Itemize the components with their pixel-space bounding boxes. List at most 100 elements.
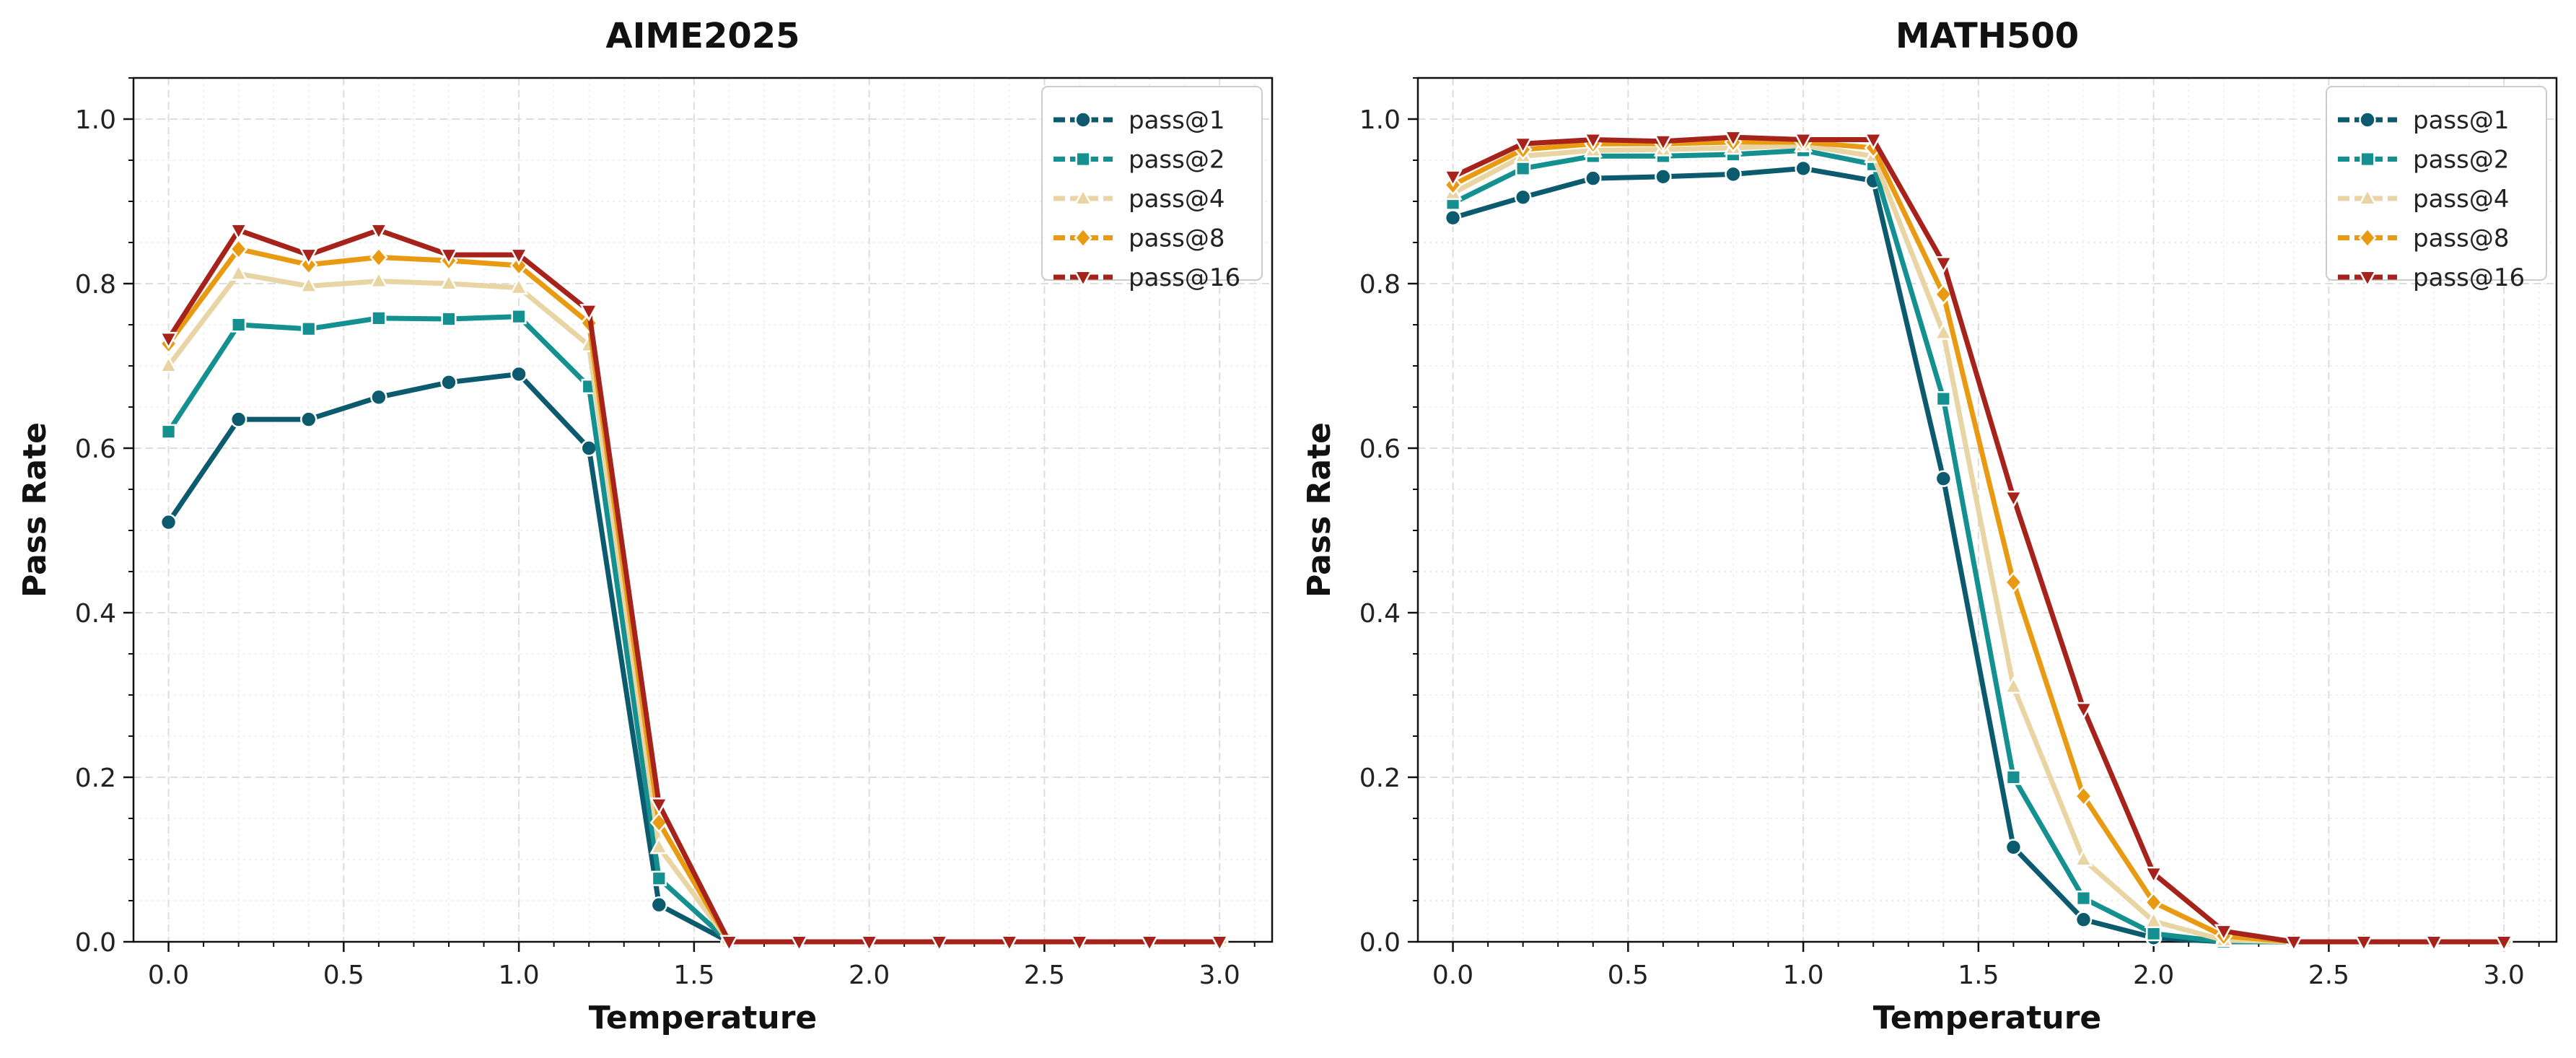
data-point [649,797,669,816]
data-point [299,248,318,266]
chart-aime2025: AIME2025 Temperature Pass Rate 0.0 0.5 1.0… [17,16,1274,1036]
data-point [1514,188,1532,206]
data-point [1444,209,1462,227]
data-point [650,896,668,914]
data-point [299,275,318,293]
x-tick-label: 1.0 [1782,961,1823,990]
y-tick-label: 0.6 [75,434,116,464]
y-tick-label: 0.4 [75,599,116,629]
data-point [929,935,949,953]
data-point [2075,890,2092,906]
legend-box [1041,86,1263,281]
data-point [2214,924,2233,942]
data-point [999,935,1019,953]
data-point [160,424,177,440]
data-point [580,440,597,457]
data-point [369,246,388,268]
legend-marker [1074,111,1092,128]
legend-label: pass@8 [2413,224,2509,253]
y-tick-label: 0.6 [1359,434,1401,464]
x-axis-label: Temperature [1873,1000,2102,1036]
data-point [1934,256,1953,274]
data-point [1723,130,1743,148]
legend-marker [2357,188,2378,206]
y-axis-label: Pass Rate [1301,422,1338,598]
x-tick-label: 2.5 [2308,961,2349,990]
data-point [510,365,527,383]
legend-marker [2359,111,2376,128]
data-point [229,263,248,281]
data-point [1069,935,1090,953]
x-tick-label: 0.0 [148,961,189,990]
data-point [511,309,527,325]
data-point [440,374,457,391]
data-point [441,311,457,327]
y-tick-label: 0.8 [75,270,116,300]
data-point [439,248,459,266]
x-tick-label: 0.5 [323,961,364,990]
legend-label: pass@4 [1129,185,1225,214]
legend-label: pass@8 [1129,224,1225,253]
plot-frame [1416,76,2558,943]
y-tick-label: 1.0 [75,105,116,135]
data-point [1585,170,1602,187]
data-point [369,270,388,289]
data-point [2144,891,2163,913]
x-tick-label: 0.0 [1432,961,1473,990]
y-tick-label: 0.0 [1359,928,1401,958]
data-point [301,321,317,337]
data-point [1795,159,1812,178]
legend-box [2326,86,2547,281]
legend-label: pass@2 [1129,146,1225,175]
legend-label: pass@16 [1129,263,1240,292]
legend-marker [1074,227,1092,249]
data-point [159,513,178,531]
data-point [509,276,529,295]
data-point [2494,935,2514,953]
legend-marker [2360,151,2375,167]
data-point [1935,470,1953,487]
legend-marker [2357,270,2378,288]
data-point [1583,133,1603,151]
x-axis-label: Temperature [589,1000,818,1036]
legend: pass@1 pass@2 pass@4 pass@8 pass@16 [1041,86,1263,292]
x-tick-label: 0.5 [1608,961,1649,990]
data-point [229,238,248,260]
chart-title: MATH500 [1896,16,2079,56]
data-point [1210,935,1230,953]
data-point [439,273,459,291]
data-point [1934,284,1953,305]
data-point [1515,160,1531,177]
data-point [1725,165,1742,183]
data-point [159,355,178,373]
data-point [300,411,317,428]
x-tick-label: 2.0 [2133,961,2174,990]
legend-label: pass@1 [1129,106,1225,135]
data-point [159,331,178,350]
data-point [369,223,388,241]
y-tick-label: 0.2 [75,764,116,793]
data-point [2144,910,2163,928]
chart-title: AIME2025 [605,16,799,56]
series-line [166,227,1222,945]
data-point [789,935,809,953]
data-point [1793,133,1813,151]
chart-math500: MATH500 Temperature Pass Rate 0.0 0.5 1.0 1… [1301,16,2558,1036]
data-point [2004,676,2023,694]
data-point [231,317,247,333]
data-point [2074,785,2093,807]
legend-label: pass@4 [2413,185,2509,214]
plot-frame [132,76,1274,943]
data-point [2005,769,2022,785]
y-tick-label: 0.8 [1359,270,1401,300]
data-point [371,310,387,326]
data-point [1655,168,1672,185]
x-tick-label: 2.0 [849,961,890,990]
data-point [509,248,529,266]
data-point [2005,839,2023,856]
y-axis-label: Pass Rate [17,422,53,598]
data-point [1864,133,1883,151]
series-line [1450,134,2507,945]
data-point [859,935,879,953]
